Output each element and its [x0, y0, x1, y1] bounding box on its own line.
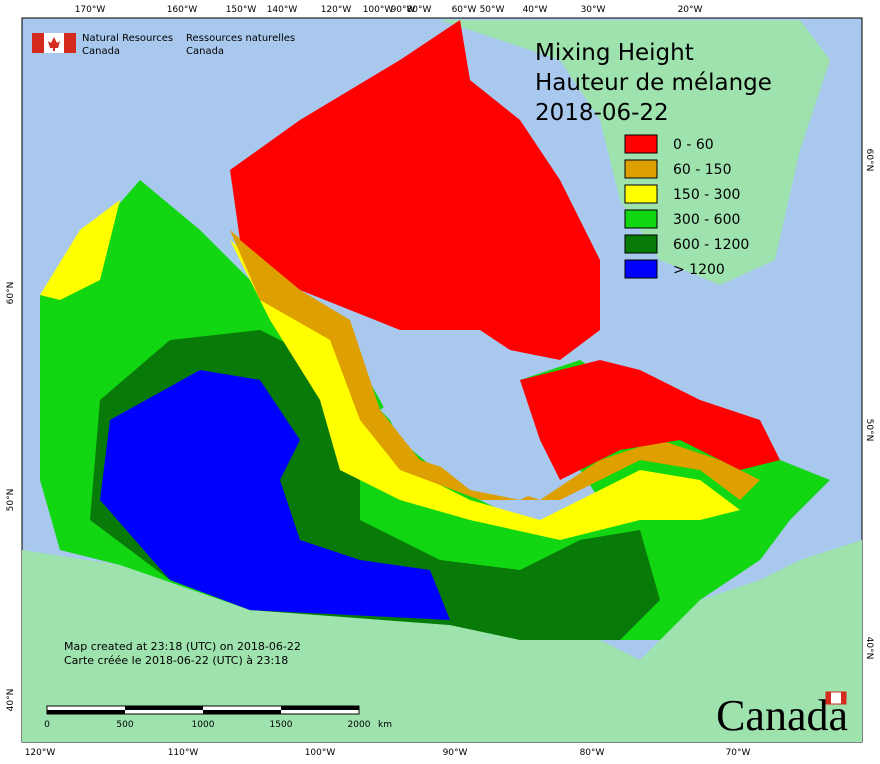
longitude-label: 90°W [443, 748, 468, 758]
latitude-label: 40°N [6, 689, 16, 712]
latitude-label: 40°N [864, 637, 874, 660]
longitude-label: 100°W [363, 5, 394, 15]
scale-label: 2000 [348, 720, 371, 730]
longitude-label: 40°W [523, 5, 548, 15]
longitude-label: 30°W [581, 5, 606, 15]
longitude-label: 80°W [580, 748, 605, 758]
wordmark: Canada [716, 691, 848, 740]
longitude-label: 70°W [726, 748, 751, 758]
scale-bar [46, 705, 360, 715]
scale-label: 1000 [192, 720, 215, 730]
longitude-label: 140°W [267, 5, 298, 15]
scale-label: 1500 [270, 720, 293, 730]
latitude-label: 50°N [864, 419, 874, 442]
legend-swatch [624, 209, 658, 229]
legend-swatch [624, 259, 658, 279]
legend-swatch [624, 159, 658, 179]
legend-label: 0 - 60 [673, 137, 714, 153]
longitude-label: 20°W [678, 5, 703, 15]
legend-swatch [624, 234, 658, 254]
agency-en: Canada [82, 46, 120, 57]
agency-fr: Ressources naturelles [186, 33, 295, 44]
legend: 0 - 60 60 - 150 150 - 300 300 - 600 600 - 12… [624, 134, 749, 279]
longitude-label: 100°W [305, 748, 336, 758]
longitude-label: 170°W [75, 5, 106, 15]
longitude-label: 120°W [321, 5, 352, 15]
scale-label: 500 [116, 720, 133, 730]
legend-swatch [624, 134, 658, 154]
longitude-label: 160°W [167, 5, 198, 15]
title: 2018-06-22 [535, 100, 669, 126]
legend-label: 300 - 600 [673, 212, 740, 228]
legend-label: 60 - 150 [673, 162, 732, 178]
title: Mixing Height [535, 40, 694, 66]
legend-label: > 1200 [673, 262, 725, 278]
credit: Map created at 23:18 (UTC) on 2018-06-22 [64, 640, 301, 653]
longitude-label: 80°W [407, 5, 432, 15]
longitude-label: 120°W [25, 748, 56, 758]
longitude-label: 60°W [452, 5, 477, 15]
longitude-label: 90°W [391, 5, 416, 15]
legend-label: 150 - 300 [673, 187, 740, 203]
title: Hauteur de mélange [535, 70, 772, 96]
wordmark-flag [825, 691, 847, 705]
latitude-label: 50°N [6, 489, 16, 512]
legend-swatch [624, 184, 658, 204]
agency-fr: Canada [186, 46, 224, 57]
latitude-label: 60°N [6, 282, 16, 305]
latitude-label: 60°N [864, 149, 874, 172]
credit: Carte créée le 2018-06-22 (UTC) à 23:18 [64, 654, 288, 667]
longitude-label: 110°W [168, 748, 199, 758]
agency-flag [32, 33, 76, 53]
longitude-label: 150°W [226, 5, 257, 15]
scale-unit: km [378, 720, 392, 730]
agency-en: Natural Resources [82, 33, 173, 44]
mixing-zones [40, 20, 830, 640]
legend-label: 600 - 1200 [673, 237, 749, 253]
scale-label: 0 [44, 720, 50, 730]
longitude-label: 50°W [480, 5, 505, 15]
